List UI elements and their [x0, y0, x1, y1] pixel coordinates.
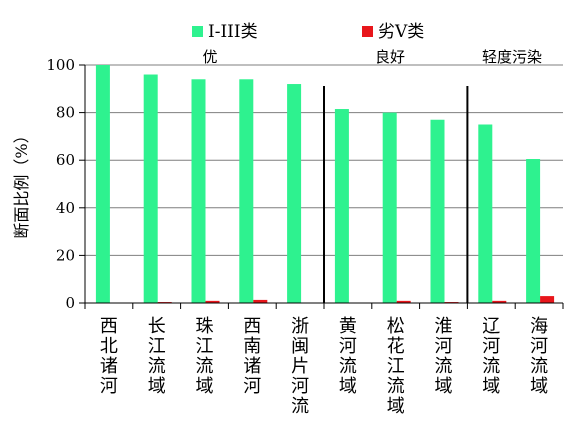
bar	[205, 300, 220, 303]
y-tick-label: 60	[56, 151, 75, 169]
category-label: 长江流域	[148, 316, 166, 397]
bar	[540, 296, 555, 303]
category-label: 珠江流域	[196, 316, 214, 397]
category-label: 辽河流域	[482, 316, 500, 397]
bar	[334, 109, 349, 303]
category-label: 松花江流域	[387, 316, 405, 417]
y-tick-label: 40	[56, 199, 75, 217]
group-label: 良好	[375, 48, 405, 66]
category-labels: 西北诸河 长江流域 珠江流域 西南诸河 浙闽片河流 黄河流域 松花江流域 淮河流域 辽河流域 海河…	[100, 316, 548, 417]
legend-entry: I-III类	[208, 22, 258, 42]
bar	[396, 300, 411, 303]
y-axis-label: 断面比例（%）	[12, 127, 31, 238]
legend-entry: 劣V类	[378, 22, 424, 42]
bar	[253, 299, 268, 303]
y-tick-label: 100	[46, 56, 75, 74]
category-label: 西北诸河	[100, 316, 118, 397]
y-tick-labels: 0 20 40 60 80 100	[46, 56, 75, 312]
bar	[239, 79, 254, 303]
category-label: 黄河流域	[339, 316, 357, 397]
bar	[492, 300, 507, 303]
group-label: 优	[202, 48, 217, 66]
bar	[430, 119, 445, 304]
y-tick-label: 20	[56, 246, 75, 264]
category-label: 淮河流域	[435, 316, 453, 397]
legend: I-III类 劣V类	[192, 22, 424, 42]
bar	[287, 84, 302, 303]
legend-swatch	[362, 26, 373, 37]
bar	[526, 159, 541, 303]
bars	[95, 65, 555, 304]
group-label: 轻度污染	[482, 48, 542, 66]
category-label: 海河流域	[530, 316, 548, 397]
category-label: 西南诸河	[243, 316, 261, 397]
bar	[143, 74, 158, 304]
bar	[382, 112, 397, 303]
y-tick-label: 80	[56, 104, 75, 122]
category-label: 浙闽片河流	[291, 316, 309, 417]
y-tick-label: 0	[65, 294, 75, 312]
bar	[478, 124, 493, 303]
axes	[84, 65, 564, 309]
bar	[95, 65, 110, 303]
bar	[191, 79, 206, 303]
legend-swatch	[192, 26, 203, 37]
group-labels: 优 良好 轻度污染	[202, 48, 542, 66]
